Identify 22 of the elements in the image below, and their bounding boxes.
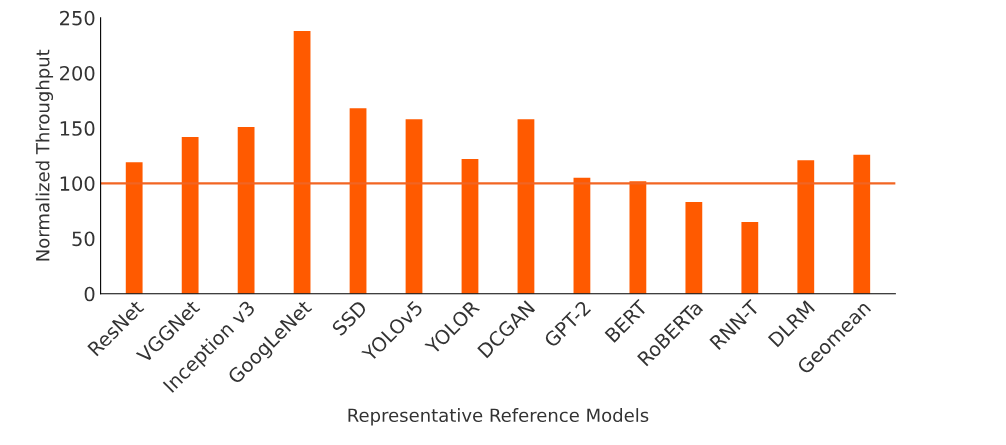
bar — [797, 160, 815, 294]
bar — [405, 119, 423, 294]
bar — [181, 136, 199, 294]
bar — [741, 221, 759, 294]
bar — [349, 108, 367, 294]
y-tick-label: 200 — [60, 65, 95, 81]
bar — [237, 127, 255, 294]
x-axis-title: Representative Reference Models — [348, 408, 649, 426]
bar — [853, 154, 871, 294]
y-tick-label: 250 — [60, 10, 95, 26]
y-axis-title: Normalized Throughput — [35, 49, 54, 261]
bar — [629, 181, 647, 294]
bar — [517, 119, 535, 294]
y-tick-label: 50 — [72, 231, 95, 247]
bar — [293, 31, 311, 294]
y-tick-label: 150 — [60, 121, 95, 136]
y-tick-label: 100 — [60, 176, 95, 191]
y-tick-label: 0 — [84, 286, 95, 302]
bar — [685, 202, 703, 294]
bar — [461, 159, 479, 294]
bar — [125, 162, 143, 294]
bar — [573, 177, 591, 294]
